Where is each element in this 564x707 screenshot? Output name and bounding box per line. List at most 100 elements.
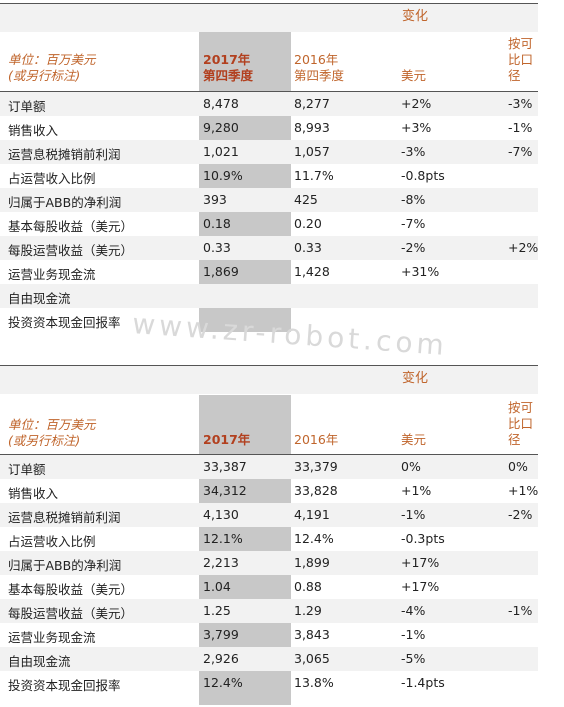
usd-change: -1% (401, 627, 426, 642)
usd-change: -1% (401, 507, 426, 522)
header-rule (0, 454, 538, 455)
prior-value: 8,277 (294, 96, 330, 111)
metric-label: 占运营收入比例 (8, 171, 96, 186)
current-value: 34,312 (203, 483, 247, 498)
metric-label: 自由现金流 (8, 654, 71, 669)
metric-label: 自由现金流 (8, 291, 71, 306)
current-value: 0.33 (203, 240, 231, 255)
usd-change: 0% (401, 459, 421, 474)
table-row: 订单额 33,387 33,379 0% 0% (0, 455, 538, 479)
table-row: 投资资本现金回报率 12.4% 13.8% -1.4pts (0, 671, 538, 695)
usd-change: -3% (401, 144, 426, 159)
usd-change: -4% (401, 603, 426, 618)
table-row: 基本每股收益（美元） 1.04 0.88 +17% (0, 575, 538, 599)
col-prior-header: 2016年 第四季度 (294, 52, 345, 83)
metric-label: 订单额 (8, 462, 46, 477)
usd-change: +17% (401, 579, 440, 594)
table-top-rule (0, 365, 538, 366)
table-row: 销售收入 9,280 8,993 +3% -1% (0, 116, 538, 140)
prior-value: 8,993 (294, 120, 330, 135)
table-top-rule (0, 3, 538, 4)
comparable-change: -3% (508, 96, 533, 111)
prior-value: 1,899 (294, 555, 330, 570)
metric-label: 投资资本现金回报率 (8, 315, 121, 330)
current-value: 9,280 (203, 120, 239, 135)
col-comparable-header: 按可 比口 径 (508, 36, 534, 83)
current-value: 1.25 (203, 603, 231, 618)
comparable-change: +1% (508, 483, 539, 498)
change-header: 变化 (402, 9, 429, 24)
table-row: 归属于ABB的净利润 2,213 1,899 +17% (0, 551, 538, 575)
prior-value: 33,379 (294, 459, 338, 474)
metric-label: 归属于ABB的净利润 (8, 195, 122, 210)
metric-label: 运营息税摊销前利润 (8, 147, 121, 162)
metric-label: 归属于ABB的净利润 (8, 558, 122, 573)
usd-change: +2% (401, 96, 432, 111)
prior-value: 1,428 (294, 264, 330, 279)
comparable-change: -1% (508, 120, 533, 135)
table-row: 订单额 8,478 8,277 +2% -3% (0, 92, 538, 116)
current-value: 1,021 (203, 144, 239, 159)
col-usd-header: 美元 (401, 432, 427, 447)
change-header-band (0, 4, 538, 32)
col-current-header: 2017年 第四季度 (203, 52, 254, 83)
current-value: 393 (203, 192, 227, 207)
usd-change: -8% (401, 192, 426, 207)
table-row: 占运营收入比例 10.9% 11.7% -0.8pts (0, 164, 538, 188)
current-value: 2,926 (203, 651, 239, 666)
metric-label: 每股运营收益（美元） (8, 243, 134, 258)
unit-label: 单位：百万美元 (8, 417, 96, 432)
current-value: 1.04 (203, 579, 231, 594)
usd-change: -0.8pts (401, 168, 445, 183)
current-value: 12.1% (203, 531, 243, 546)
prior-value: 1,057 (294, 144, 330, 159)
prior-value: 0.88 (294, 579, 322, 594)
prior-value: 33,828 (294, 483, 338, 498)
table-row: 投资资本现金回报率 (0, 308, 538, 332)
usd-change: +31% (401, 264, 440, 279)
table-row: 占运营收入比例 12.1% 12.4% -0.3pts (0, 527, 538, 551)
current-value: 0.18 (203, 216, 231, 231)
table-row: 销售收入 34,312 33,828 +1% +1% (0, 479, 538, 503)
prior-value: 425 (294, 192, 318, 207)
metric-label: 销售收入 (8, 123, 59, 138)
table-row: 运营业务现金流 3,799 3,843 -1% (0, 623, 538, 647)
prior-value: 13.8% (294, 675, 334, 690)
table-row: 每股运营收益（美元） 0.33 0.33 -2% +2% (0, 236, 538, 260)
metric-label: 占运营收入比例 (8, 534, 96, 549)
prior-value: 3,843 (294, 627, 330, 642)
usd-change: -7% (401, 216, 426, 231)
metric-label: 每股运营收益（美元） (8, 606, 134, 621)
prior-value: 0.20 (294, 216, 322, 231)
current-value: 3,799 (203, 627, 239, 642)
usd-change: +1% (401, 483, 432, 498)
usd-change: -1.4pts (401, 675, 445, 690)
prior-value: 0.33 (294, 240, 322, 255)
col-current-header: 2017年 (203, 432, 251, 447)
comparable-change: +2% (508, 240, 539, 255)
metric-label: 运营业务现金流 (8, 630, 96, 645)
current-value: 4,130 (203, 507, 239, 522)
metric-label: 投资资本现金回报率 (8, 678, 121, 693)
metric-label: 订单额 (8, 99, 46, 114)
comparable-change: -7% (508, 144, 533, 159)
prior-value: 11.7% (294, 168, 334, 183)
usd-change: -2% (401, 240, 426, 255)
usd-change: +17% (401, 555, 440, 570)
col-comparable-header: 按可 比口 径 (508, 400, 534, 447)
comparable-change: -2% (508, 507, 533, 522)
metric-label: 基本每股收益（美元） (8, 219, 134, 234)
comparable-change: -1% (508, 603, 533, 618)
current-value: 8,478 (203, 96, 239, 111)
table-row: 运营息税摊销前利润 4,130 4,191 -1% -2% (0, 503, 538, 527)
col-prior-header: 2016年 (294, 432, 339, 447)
table-row: 运营业务现金流 1,869 1,428 +31% (0, 260, 538, 284)
table-row: 归属于ABB的净利润 393 425 -8% (0, 188, 538, 212)
usd-change: -0.3pts (401, 531, 445, 546)
table-row: 基本每股收益（美元） 0.18 0.20 -7% (0, 212, 538, 236)
table-row: 自由现金流 2,926 3,065 -5% (0, 647, 538, 671)
prior-value: 12.4% (294, 531, 334, 546)
comparable-change: 0% (508, 459, 528, 474)
unit-note: (或另行标注) (8, 68, 81, 83)
header-rule (0, 91, 538, 92)
